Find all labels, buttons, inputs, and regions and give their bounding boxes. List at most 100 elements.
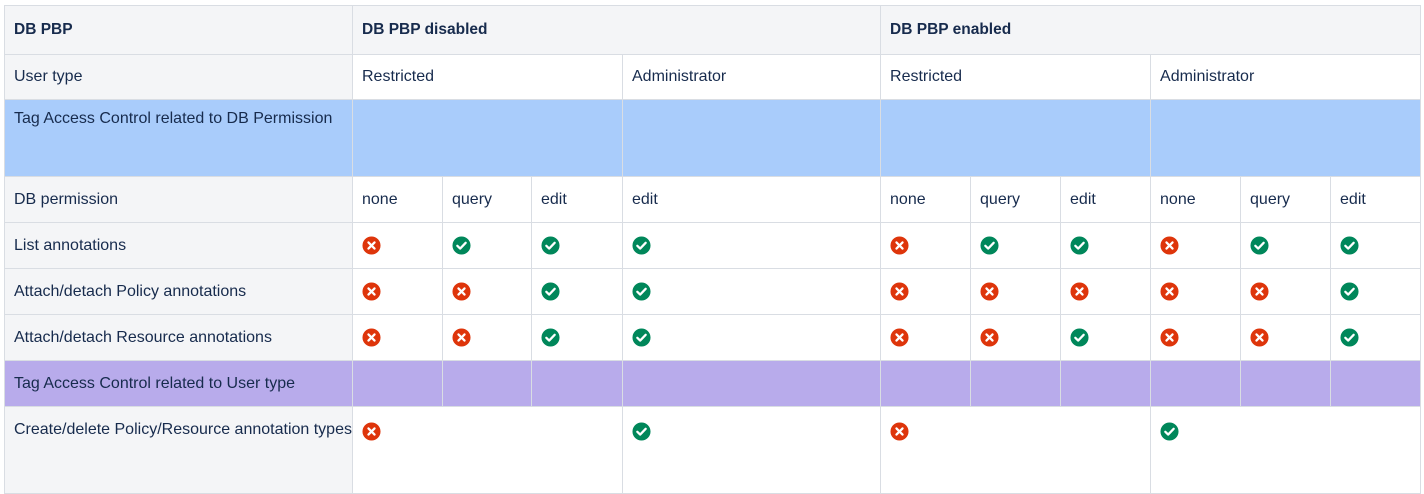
permission-cell: none	[1150, 176, 1242, 223]
mark-cell	[621, 268, 882, 315]
mark-cell	[1150, 406, 1422, 494]
mark-cell	[531, 314, 623, 361]
mark-cell	[970, 268, 1062, 315]
mark-cell	[1060, 222, 1152, 269]
permission-cell: none	[352, 176, 443, 223]
section-cell	[621, 360, 882, 407]
db-permission-label: DB permission	[4, 176, 353, 223]
cross-icon	[980, 282, 999, 301]
check-icon	[1340, 282, 1359, 301]
mark-cell	[531, 268, 623, 315]
cross-icon	[890, 236, 909, 255]
mark-cell	[621, 406, 882, 494]
permission-cell: query	[442, 176, 532, 223]
mark-cell	[880, 222, 972, 269]
cross-icon	[362, 236, 381, 255]
cross-icon	[1160, 328, 1179, 347]
section-cell	[352, 360, 443, 407]
cross-icon	[1160, 236, 1179, 255]
permission-cell: edit	[1060, 176, 1152, 223]
header-db-pbp: DB PBP	[4, 5, 353, 55]
check-icon	[980, 236, 999, 255]
row-label: Attach/detach Resource annotations	[4, 314, 353, 361]
mark-cell	[1150, 314, 1242, 361]
section-user-type-label: Tag Access Control related to User type	[4, 360, 353, 407]
check-icon	[632, 236, 651, 255]
check-icon	[1340, 236, 1359, 255]
user-type-label: User type	[4, 54, 353, 100]
check-icon	[452, 236, 471, 255]
section-cell	[531, 360, 623, 407]
section-db-permission-row: Tag Access Control related to DB Permiss…	[4, 99, 1422, 177]
mark-cell	[1060, 314, 1152, 361]
mark-cell	[1150, 268, 1242, 315]
cross-icon	[1250, 282, 1269, 301]
check-icon	[632, 328, 651, 347]
mark-cell	[352, 222, 443, 269]
section-user-type-row: Tag Access Control related to User type	[4, 360, 1422, 407]
cross-icon	[362, 328, 381, 347]
check-icon	[541, 328, 560, 347]
section-cell	[880, 360, 972, 407]
mark-cell	[352, 406, 623, 494]
section-cell	[442, 360, 532, 407]
mark-cell	[970, 222, 1062, 269]
check-icon	[1250, 236, 1269, 255]
mark-cell	[1240, 268, 1332, 315]
mark-cell	[621, 314, 882, 361]
mark-cell	[442, 268, 532, 315]
cross-icon	[1070, 282, 1089, 301]
cross-icon	[890, 282, 909, 301]
table-row: Attach/detach Resource annotations	[4, 314, 1422, 361]
mark-cell	[1330, 222, 1422, 269]
mark-cell	[880, 314, 972, 361]
header-db-pbp-enabled: DB PBP enabled	[880, 5, 1422, 55]
mark-cell	[352, 314, 443, 361]
section-cell	[1060, 360, 1152, 407]
mark-cell	[1240, 222, 1332, 269]
permission-cell: edit	[531, 176, 623, 223]
check-icon	[632, 282, 651, 301]
mark-cell	[621, 222, 882, 269]
check-icon	[541, 236, 560, 255]
mark-cell	[1330, 268, 1422, 315]
cross-icon	[1250, 328, 1269, 347]
disabled-restricted: Restricted	[352, 54, 623, 100]
section-db-permission-label: Tag Access Control related to DB Permiss…	[4, 99, 353, 177]
section-cell	[970, 360, 1062, 407]
section-cell	[1330, 360, 1422, 407]
cross-icon	[1160, 282, 1179, 301]
mark-cell	[442, 222, 532, 269]
mark-cell	[1150, 222, 1242, 269]
section-cell	[1150, 99, 1422, 177]
table-header-row: DB PBP DB PBP disabled DB PBP enabled	[4, 5, 1422, 55]
enabled-administrator: Administrator	[1150, 54, 1422, 100]
disabled-administrator: Administrator	[621, 54, 882, 100]
section-cell	[352, 99, 623, 177]
mark-cell	[880, 406, 1152, 494]
header-db-pbp-disabled: DB PBP disabled	[351, 5, 882, 55]
row-label: List annotations	[4, 222, 353, 269]
check-icon	[632, 422, 651, 441]
table-row: Attach/detach Policy annotations	[4, 268, 1422, 315]
permission-cell: edit	[621, 176, 882, 223]
cross-icon	[890, 422, 909, 441]
permission-cell: query	[1240, 176, 1332, 223]
mark-cell	[970, 314, 1062, 361]
row-label: Create/delete Policy/Resource annotation…	[4, 406, 353, 494]
section-cell	[880, 99, 1152, 177]
cross-icon	[452, 328, 471, 347]
check-icon	[1160, 422, 1179, 441]
mark-cell	[1240, 314, 1332, 361]
cross-icon	[362, 422, 381, 441]
section-cell	[1150, 360, 1242, 407]
cross-icon	[362, 282, 381, 301]
check-icon	[1070, 328, 1089, 347]
table-row: List annotations	[4, 222, 1422, 269]
mark-cell	[531, 222, 623, 269]
mark-cell	[352, 268, 443, 315]
section-cell	[621, 99, 882, 177]
permission-cell: none	[880, 176, 972, 223]
mark-cell	[1060, 268, 1152, 315]
cross-icon	[980, 328, 999, 347]
